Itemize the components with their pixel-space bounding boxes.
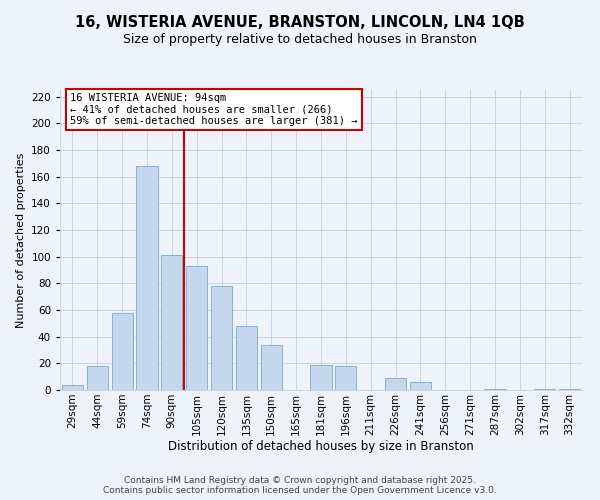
Bar xyxy=(87,366,108,390)
Bar xyxy=(484,388,506,390)
Bar xyxy=(136,166,158,390)
Bar xyxy=(186,266,207,390)
Bar xyxy=(385,378,406,390)
Bar xyxy=(62,384,83,390)
X-axis label: Distribution of detached houses by size in Branston: Distribution of detached houses by size … xyxy=(168,440,474,454)
Bar xyxy=(112,312,133,390)
Text: Contains HM Land Registry data © Crown copyright and database right 2025.
Contai: Contains HM Land Registry data © Crown c… xyxy=(103,476,497,495)
Y-axis label: Number of detached properties: Number of detached properties xyxy=(16,152,26,328)
Bar xyxy=(261,344,282,390)
Bar xyxy=(410,382,431,390)
Text: Size of property relative to detached houses in Branston: Size of property relative to detached ho… xyxy=(123,32,477,46)
Bar xyxy=(534,388,555,390)
Text: 16, WISTERIA AVENUE, BRANSTON, LINCOLN, LN4 1QB: 16, WISTERIA AVENUE, BRANSTON, LINCOLN, … xyxy=(75,15,525,30)
Bar xyxy=(310,364,332,390)
Bar xyxy=(161,256,182,390)
Bar xyxy=(335,366,356,390)
Bar xyxy=(559,388,580,390)
Bar xyxy=(211,286,232,390)
Text: 16 WISTERIA AVENUE: 94sqm
← 41% of detached houses are smaller (266)
59% of semi: 16 WISTERIA AVENUE: 94sqm ← 41% of detac… xyxy=(70,93,358,126)
Bar xyxy=(236,326,257,390)
